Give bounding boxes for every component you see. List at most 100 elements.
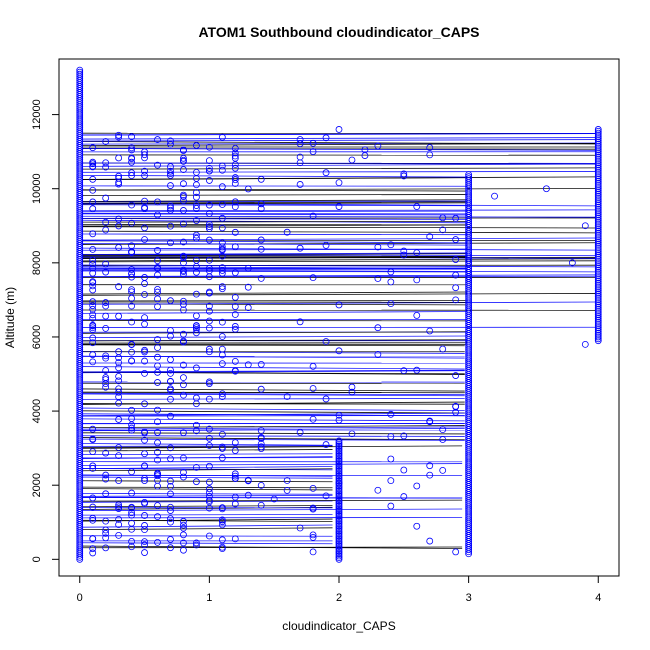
data-point	[335, 447, 343, 455]
data-point	[400, 432, 408, 440]
data-point	[439, 466, 447, 474]
data-point	[594, 138, 602, 146]
data-point	[180, 330, 187, 338]
data-point	[335, 505, 343, 513]
data-point	[154, 502, 161, 509]
data-point	[594, 129, 602, 137]
data-point	[335, 527, 343, 535]
trajectory-line	[82, 410, 465, 414]
data-point	[141, 348, 148, 356]
trajectory-line	[82, 480, 333, 483]
data-point	[594, 255, 602, 263]
data-point	[594, 285, 602, 293]
data-point	[180, 270, 187, 278]
data-point	[193, 539, 200, 547]
data-point	[193, 202, 200, 209]
data-point	[180, 154, 187, 162]
data-point	[594, 150, 602, 157]
data-point	[594, 264, 602, 272]
trajectory-line	[82, 412, 465, 417]
trajectory-line	[82, 449, 333, 452]
trajectory-line	[82, 508, 463, 512]
data-point	[335, 442, 343, 450]
data-point	[465, 171, 473, 179]
data-point	[205, 256, 213, 264]
data-point	[141, 474, 148, 482]
data-point	[89, 298, 97, 306]
data-point	[154, 448, 161, 456]
data-point	[335, 457, 343, 465]
data-point	[128, 519, 135, 527]
data-point	[205, 167, 213, 175]
data-point	[89, 435, 97, 443]
data-point	[180, 531, 187, 539]
data-point	[102, 475, 110, 483]
data-point	[115, 444, 123, 451]
data-point	[231, 439, 239, 446]
data-point	[257, 360, 265, 368]
data-point	[205, 462, 213, 470]
data-point	[335, 472, 343, 480]
trajectory-line	[82, 230, 596, 234]
trajectory-line	[82, 264, 596, 268]
data-point	[218, 269, 226, 277]
data-point	[205, 157, 213, 165]
data-point	[594, 259, 602, 267]
data-point	[115, 131, 123, 139]
data-point	[231, 447, 239, 454]
data-point	[439, 214, 447, 222]
data-point	[387, 300, 395, 308]
data-point	[231, 152, 239, 160]
data-point	[102, 517, 110, 525]
data-point	[141, 541, 148, 549]
data-point	[180, 524, 187, 532]
data-point	[141, 522, 148, 529]
data-point	[231, 228, 239, 236]
data-point	[335, 495, 343, 503]
data-point	[167, 477, 174, 485]
data-point	[568, 259, 576, 267]
data-point	[374, 486, 382, 494]
data-point	[102, 218, 110, 226]
data-point	[193, 142, 200, 149]
data-point	[128, 357, 135, 365]
data-point	[594, 214, 602, 222]
data-point	[594, 294, 602, 302]
data-point	[154, 406, 161, 414]
data-point	[167, 137, 174, 145]
data-point	[335, 497, 343, 505]
data-point	[400, 466, 408, 474]
x-axis-label: cloudindicator_CAPS	[282, 619, 395, 633]
data-point	[102, 354, 110, 362]
data-point	[180, 254, 187, 262]
data-point	[231, 154, 239, 162]
trajectory-line	[82, 254, 468, 258]
data-point	[205, 345, 213, 353]
data-point	[115, 385, 123, 393]
data-point	[180, 266, 187, 274]
data-point	[452, 214, 460, 222]
data-point	[89, 339, 97, 347]
data-point	[335, 510, 343, 518]
data-point	[335, 502, 343, 510]
data-point	[244, 361, 252, 369]
data-point	[218, 518, 226, 526]
data-point	[594, 326, 602, 333]
data-point	[167, 369, 174, 377]
data-point	[102, 260, 110, 268]
data-point	[89, 302, 97, 310]
data-point	[141, 203, 148, 211]
data-point	[89, 286, 97, 294]
data-point	[426, 151, 434, 159]
data-point	[115, 388, 123, 396]
data-point	[141, 280, 148, 287]
trajectory-line	[82, 260, 596, 263]
data-point	[102, 268, 110, 276]
data-point	[594, 148, 602, 156]
data-point	[439, 226, 447, 234]
data-point	[335, 530, 343, 538]
data-point	[205, 378, 213, 386]
data-point	[180, 207, 187, 214]
data-point	[180, 166, 187, 173]
data-point	[167, 455, 174, 463]
